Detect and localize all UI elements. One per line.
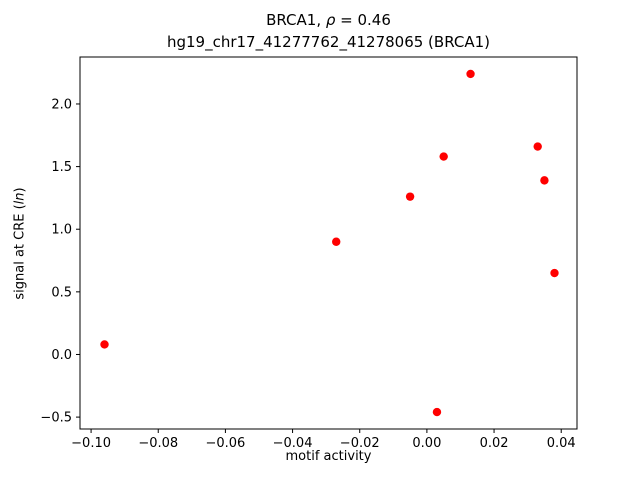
y-tick-label: −0.5 (40, 411, 72, 426)
y-tick-label: 2.0 (51, 97, 72, 112)
data-point (466, 69, 475, 79)
y-tick-label: 0.5 (51, 285, 72, 300)
y-axis-label-suffix: ) (12, 187, 28, 193)
data-point (100, 340, 109, 349)
data-point (533, 142, 542, 151)
y-tick-label: 0.0 (51, 348, 72, 363)
x-axis-label: motif activity (285, 449, 372, 464)
axes-spines (79, 56, 578, 430)
x-tick-label: −0.08 (138, 436, 178, 451)
y-tick-label: 1.5 (51, 160, 72, 175)
data-point (405, 192, 415, 201)
x-tick-label: −0.02 (340, 436, 380, 451)
data-point (332, 237, 341, 246)
x-tick-label: 0.02 (480, 436, 509, 451)
data-point (550, 268, 559, 278)
y-axis-label: signal at CRE (ln) (13, 134, 28, 354)
title-prefix: BRCA1, (266, 11, 326, 29)
chart-title: BRCA1, ρ = 0.46 hg19_chr17_41277762_4127… (80, 10, 577, 54)
title-rho-symbol: ρ (325, 11, 336, 29)
x-tick-label: 0.00 (412, 436, 441, 451)
x-tick-label: −0.06 (205, 436, 245, 451)
y-axis-label-prefix: signal at CRE ( (12, 204, 28, 300)
data-point (439, 152, 448, 161)
x-tick-label: 0.04 (547, 436, 576, 451)
x-tick-label: −0.04 (273, 436, 313, 451)
chart-title-line2: hg19_chr17_41277762_41278065 (BRCA1) (166, 32, 491, 51)
data-point (540, 176, 549, 185)
x-tick-label: −0.10 (71, 436, 111, 451)
y-axis-label-italic: ln (12, 192, 28, 205)
y-tick-label: 1.0 (51, 223, 72, 238)
chart-title-line1: BRCA1, ρ = 0.46 (80, 10, 577, 32)
data-point (432, 407, 442, 417)
title-suffix: = 0.46 (335, 11, 391, 29)
